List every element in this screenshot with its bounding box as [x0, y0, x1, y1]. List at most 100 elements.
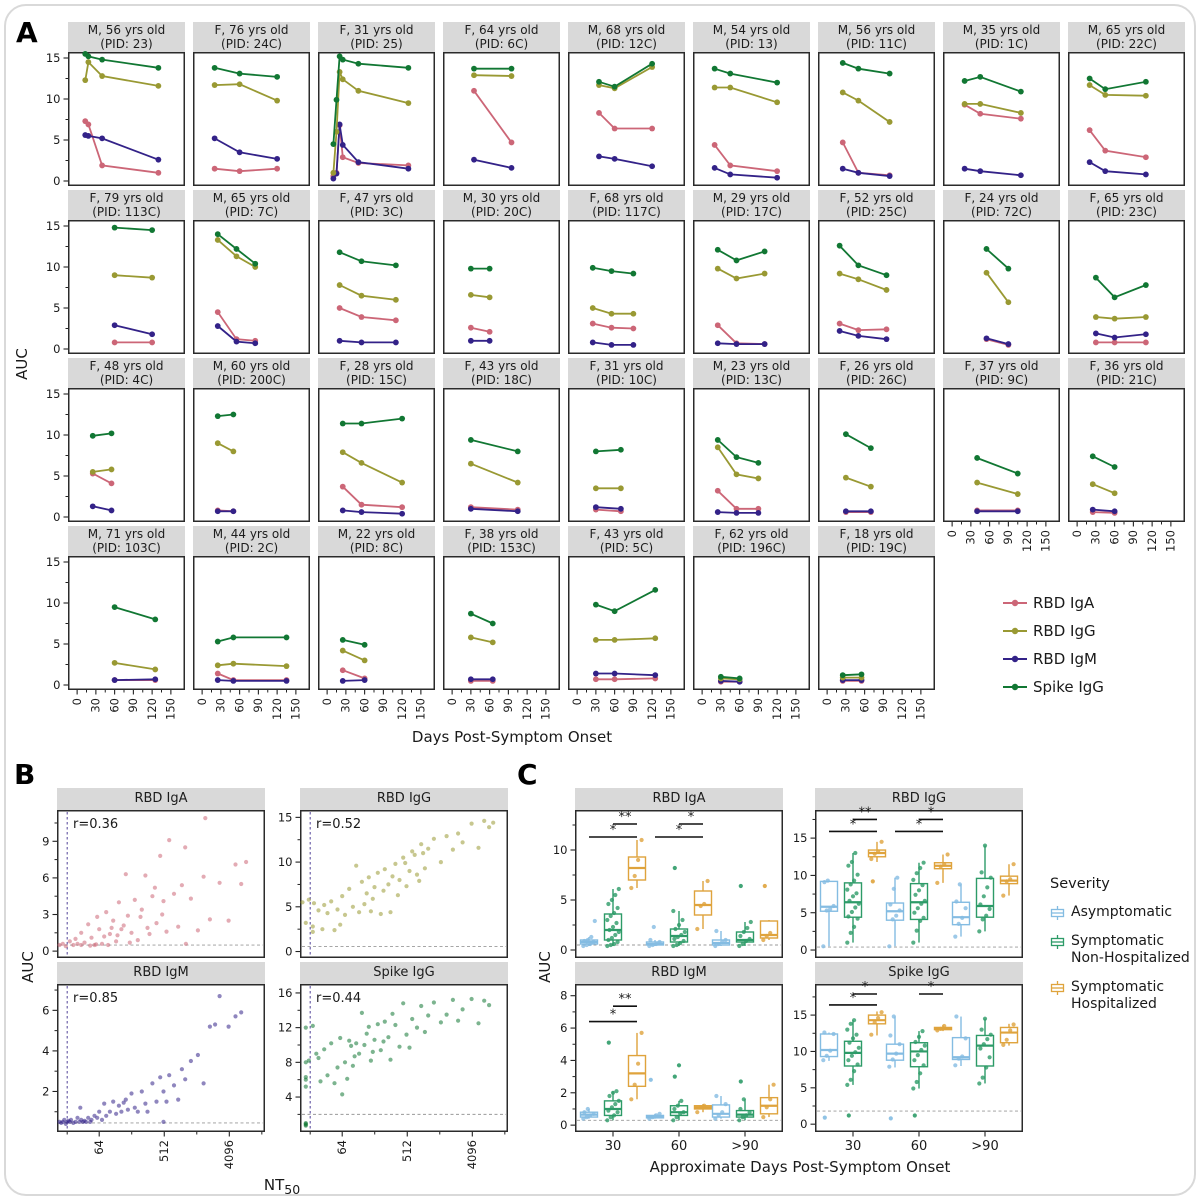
series-spike-igg [839, 671, 865, 679]
series-rbd-igm [842, 508, 874, 515]
scatter-title: RBD IgG [300, 788, 508, 810]
svg-text:150: 150 [289, 698, 303, 720]
patient-plot [943, 52, 1060, 186]
patient-pid: (PID: 10C) [596, 373, 657, 387]
box-symptomatic_non_hospitalized [735, 1079, 755, 1123]
box-svg: 0 5 10 15 30 60 >90 * * * [793, 980, 1023, 1154]
patient-title: F, 36 yrs old (PID: 21C) [1068, 358, 1185, 388]
svg-text:0: 0 [820, 698, 834, 705]
svg-text:150: 150 [1164, 530, 1178, 552]
series-spike-igg [842, 431, 874, 452]
series-rbd-iga [1086, 127, 1149, 161]
series-rbd-igm [961, 165, 1024, 179]
patient-title: M, 68 yrs old (PID: 12C) [568, 22, 685, 52]
svg-text:0: 0 [285, 945, 292, 959]
series-rbd-igg [711, 84, 781, 106]
significance-label: * [850, 817, 857, 832]
series-rbd-igm [339, 677, 368, 684]
series-spike-igg [89, 430, 115, 439]
scatter-points [303, 996, 492, 1128]
patient-sex-age: F, 76 yrs old [214, 23, 289, 37]
svg-text:90: 90 [126, 698, 140, 713]
scatter-title: RBD IgM [57, 962, 265, 984]
patient-pid: (PID: 24C) [221, 37, 282, 51]
series-rbd-igm [82, 132, 162, 163]
legend-item-rbd-igm: RBD IgM [1002, 650, 1104, 668]
patient-pid: (PID: 3C) [349, 205, 404, 219]
patient-title: M, 60 yrs old (PID: 200C) [193, 358, 310, 388]
svg-text:120: 120 [1145, 530, 1159, 552]
series-rbd-igm [711, 164, 781, 181]
series-rbd-iga [339, 667, 368, 682]
svg-text:5: 5 [800, 906, 807, 920]
series-spike-igg [1086, 75, 1149, 93]
series-rbd-igg [714, 444, 762, 482]
patient-cell: M, 65 yrs old (PID: 22C) [1068, 22, 1185, 186]
svg-text:0: 0 [560, 1118, 567, 1132]
series-rbd-igg [330, 69, 412, 176]
scatter-points [57, 994, 244, 1126]
patient-plot [318, 388, 435, 522]
patient-cell: M, 60 yrs old (PID: 200C) [193, 358, 310, 522]
svg-text:0: 0 [445, 698, 459, 705]
svg-text:0: 0 [570, 698, 584, 705]
legend-label: RBD IgM [1033, 650, 1097, 668]
series-spike-igg [592, 586, 659, 615]
patient-pid: (PID: 117C) [592, 205, 661, 219]
series-spike-igg [714, 246, 768, 264]
series-spike-igg [836, 242, 890, 279]
boxplot-key-icon [1050, 935, 1065, 949]
svg-text:12: 12 [278, 1021, 293, 1035]
series-rbd-igm [89, 503, 115, 514]
series-rbd-iga [836, 320, 890, 334]
patient-plot [443, 220, 560, 354]
series-rbd-igg [1086, 82, 1149, 99]
series-rbd-iga [714, 487, 762, 512]
patient-plot: 0 30 60 90 120 150 [818, 556, 935, 720]
svg-text:0: 0 [53, 678, 60, 692]
patient-title: M, 44 yrs old (PID: 2C) [193, 526, 310, 556]
svg-text:0: 0 [945, 530, 959, 537]
series-rbd-igm [111, 676, 159, 683]
severity-label: Symptomatic Non-Hospitalized [1071, 933, 1190, 966]
significance-label: * [916, 817, 923, 832]
box-symptomatic_hospitalized [627, 837, 647, 891]
patient-pid: (PID: 4C) [99, 373, 154, 387]
svg-text:0: 0 [1070, 530, 1084, 537]
patient-pid: (PID: 5C) [599, 541, 654, 555]
series-rbd-iga [82, 118, 162, 176]
patient-pid: (PID: 196C) [717, 541, 786, 555]
series-spike-igg [839, 60, 893, 77]
patient-title: F, 64 yrs old (PID: 6C) [443, 22, 560, 52]
legend-line-marker-icon [1003, 627, 1027, 635]
panel-a-ylabel: AUC [13, 348, 31, 380]
box-plot-rbd-igg: 0 5 10 15 * ** * * [793, 805, 1023, 958]
patient-title: F, 28 yrs old (PID: 15C) [318, 358, 435, 388]
svg-text:0: 0 [560, 943, 567, 957]
svg-text:90: 90 [501, 698, 515, 713]
severity-label: Symptomatic Hospitalized [1071, 979, 1165, 1012]
svg-text:10: 10 [553, 843, 568, 857]
patient-cell: F, 36 yrs old (PID: 21C) 0 30 60 90 120 150 [1068, 358, 1185, 552]
series-rbd-igg [339, 647, 368, 664]
patient-title: F, 47 yrs old (PID: 3C) [318, 190, 435, 220]
svg-text:60: 60 [1107, 530, 1121, 545]
svg-text:10: 10 [46, 92, 61, 106]
significance-label: * [610, 1008, 617, 1023]
series-rbd-igm [214, 677, 290, 684]
legend-line-marker-icon [1003, 599, 1027, 607]
patient-pid: (PID: 13) [725, 37, 778, 51]
patient-plot [1068, 52, 1185, 186]
patient-pid: (PID: 103C) [92, 541, 161, 555]
series-rbd-iga [471, 87, 515, 146]
svg-text:10: 10 [46, 428, 61, 442]
patient-cell: M, 44 yrs old (PID: 2C) 0 30 60 90 120 150 [193, 526, 310, 720]
box-asymptomatic [885, 1014, 905, 1121]
patient-cell: F, 38 yrs old (PID: 153C) 0 30 60 90 120 150 [443, 526, 560, 720]
panel-b-label: B [14, 758, 36, 791]
scatter-title: RBD IgA [57, 788, 265, 810]
patient-sex-age: F, 43 yrs old [589, 527, 664, 541]
patient-title: F, 18 yrs old (PID: 19C) [818, 526, 935, 556]
patient-title: M, 65 yrs old (PID: 22C) [1068, 22, 1185, 52]
